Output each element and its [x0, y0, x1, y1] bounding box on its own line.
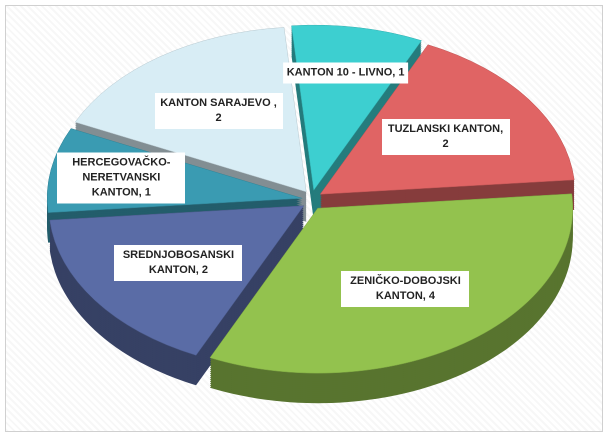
category-label: HERCEGOVAČKO-NERETVANSKI KANTON,	[72, 156, 171, 199]
value-label: 1	[144, 186, 151, 199]
category-label: TUZLANSKI KANTON,	[387, 123, 504, 136]
value-label: 4	[428, 290, 436, 303]
category-label: KANTON 10 - LIVNO,	[286, 66, 396, 79]
data-label: SREDNJOBOSANSKI KANTON, 2	[114, 244, 243, 281]
data-label: TUZLANSKI KANTON, 2	[381, 119, 510, 156]
data-label: HERCEGOVAČKO-NERETVANSKI KANTON, 1	[57, 152, 186, 204]
category-label: ZENIČKO-DOBOJSKI KANTON,	[350, 275, 461, 303]
data-label: KANTON SARAJEVO , 2	[154, 92, 283, 129]
value-label: 2	[442, 138, 449, 151]
value-label: 2	[215, 111, 222, 124]
category-label: SREDNJOBOSANSKI KANTON,	[122, 248, 235, 276]
value-label: 2	[201, 263, 209, 276]
category-label: KANTON SARAJEVO ,	[160, 96, 277, 109]
data-label: KANTON 10 - LIVNO, 1	[282, 62, 409, 84]
value-label: 1	[398, 66, 405, 79]
data-label: ZENIČKO-DOBOJSKI KANTON, 4	[341, 271, 470, 308]
slice	[291, 24, 422, 221]
